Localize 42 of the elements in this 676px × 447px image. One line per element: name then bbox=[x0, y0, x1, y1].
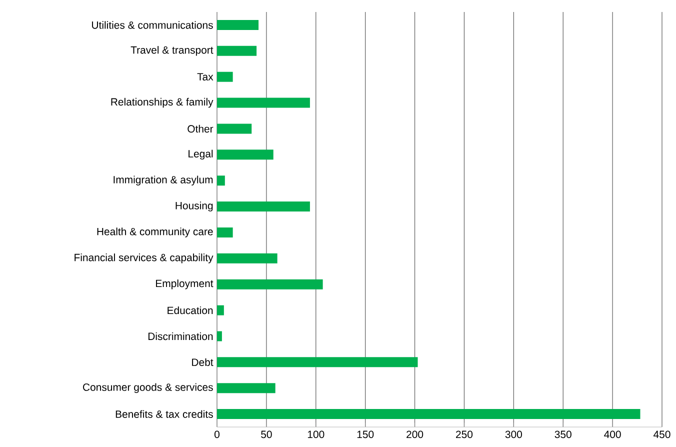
bar bbox=[217, 227, 233, 238]
y-tick-label: Relationships & family bbox=[111, 98, 214, 108]
y-tick-label: Debt bbox=[192, 358, 214, 366]
x-tick-label: 150 bbox=[357, 430, 374, 438]
y-tick-label: Employment bbox=[156, 279, 214, 290]
y-tick-label: Legal bbox=[188, 150, 213, 160]
x-tick-label: 450 bbox=[654, 430, 670, 438]
bar bbox=[217, 202, 310, 212]
bar bbox=[217, 331, 222, 342]
bar bbox=[217, 253, 278, 264]
bar bbox=[217, 20, 259, 30]
x-tick-label: 300 bbox=[505, 430, 522, 438]
bar bbox=[217, 72, 233, 82]
x-tick-label: 200 bbox=[406, 430, 424, 438]
x-tick-label: 350 bbox=[554, 430, 572, 438]
bar bbox=[217, 124, 252, 134]
y-tick-label: Utilities & communications bbox=[92, 21, 213, 29]
bar bbox=[217, 176, 225, 186]
bar bbox=[217, 409, 640, 420]
y-tick-label: Discrimination bbox=[148, 332, 213, 340]
x-tick-label: 400 bbox=[604, 430, 621, 438]
y-tick-label: Benefits & tax credits bbox=[116, 410, 213, 418]
bar bbox=[217, 383, 276, 394]
bar bbox=[217, 357, 418, 368]
bar bbox=[217, 305, 224, 316]
y-tick-label: Travel & transport bbox=[130, 46, 214, 56]
y-tick-label: Immigration & asylum bbox=[114, 176, 213, 186]
y-tick-label: Education bbox=[168, 306, 213, 314]
x-tick-label: 50 bbox=[261, 430, 272, 438]
bar bbox=[217, 46, 257, 56]
x-tick-label: 250 bbox=[456, 430, 473, 438]
bar bbox=[217, 150, 274, 160]
y-tick-label: Other bbox=[188, 124, 214, 133]
y-tick-label: Health & community care bbox=[97, 228, 213, 238]
y-tick-label: Financial services & capability bbox=[74, 254, 214, 264]
y-tick-label: Tax bbox=[197, 73, 214, 80]
y-tick-label: Housing bbox=[176, 202, 213, 212]
x-tick-label: 0 bbox=[214, 430, 220, 438]
y-tick-label: Consumer goods & services bbox=[83, 383, 213, 393]
bar bbox=[217, 279, 323, 290]
bar bbox=[217, 98, 310, 108]
x-tick-label: 100 bbox=[308, 430, 324, 438]
